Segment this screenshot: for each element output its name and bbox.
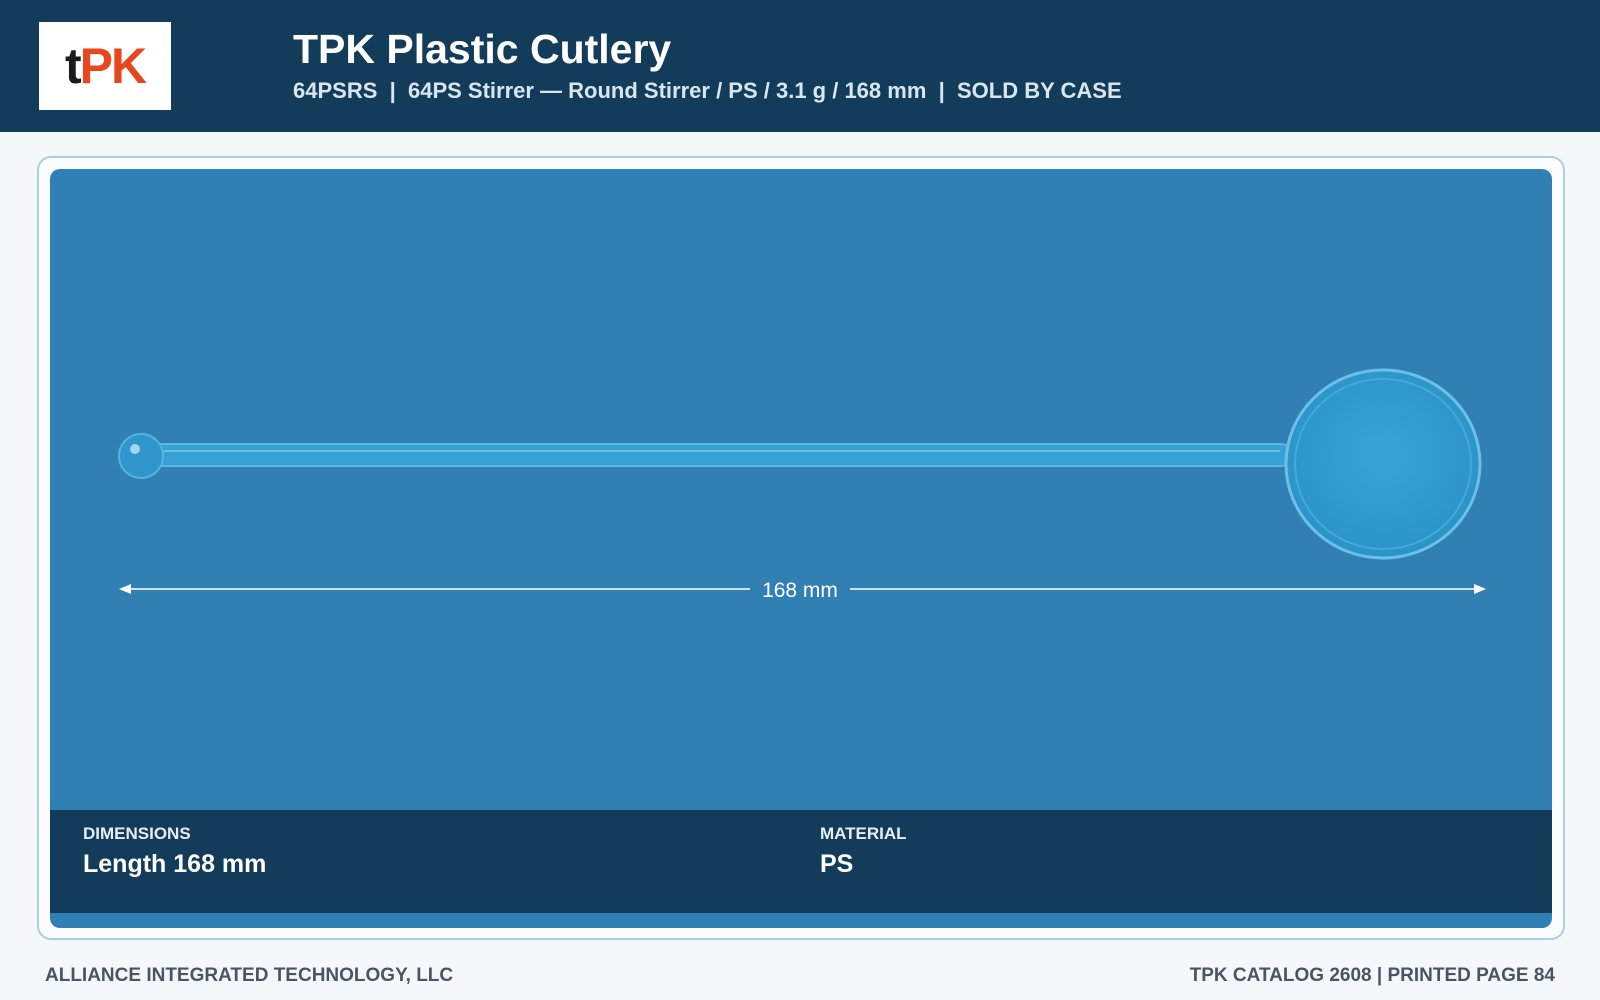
spec-value: PS <box>820 850 854 878</box>
stirrer-rod <box>140 443 1292 467</box>
footer-right: TPK CATALOG 2608 | PRINTED PAGE 84 <box>1189 965 1555 986</box>
header: t PK TPK Plastic Cutlery 64PSRS | 64PS St… <box>0 0 1600 132</box>
logo-prefix: t <box>64 38 82 94</box>
spec: DIMENSIONS Length 168 mm <box>83 824 266 879</box>
stirrer-disc <box>1284 368 1482 560</box>
product-image: 168 mm <box>118 368 1486 602</box>
logo: t PK <box>39 22 171 110</box>
footer-left: ALLIANCE INTEGRATED TECHNOLOGY, LLC <box>45 965 454 986</box>
spec: MATERIAL PS <box>820 824 907 879</box>
spec-value: Length 168 mm <box>83 850 267 878</box>
arrow-head <box>1474 584 1486 594</box>
ball-highlight <box>130 444 140 454</box>
dimension-label: 168 mm <box>762 579 838 602</box>
arrow-head <box>119 584 131 594</box>
product-panel: 168 mm DIMENSIONS Length 168 mm MATERIAL… <box>50 169 1552 928</box>
disc-rim <box>1294 378 1472 550</box>
logo-accent: PK <box>79 38 147 94</box>
spec-band: DIMENSIONS Length 168 mm MATERIAL PS <box>50 810 1552 913</box>
stirrer-ball <box>118 433 164 479</box>
spec-label: MATERIAL <box>820 824 907 843</box>
title: TPK Plastic Cutlery <box>293 26 672 72</box>
spec-label: DIMENSIONS <box>83 824 191 843</box>
subtitle: 64PSRS | 64PS Stirrer — Round Stirrer / … <box>293 78 1122 103</box>
